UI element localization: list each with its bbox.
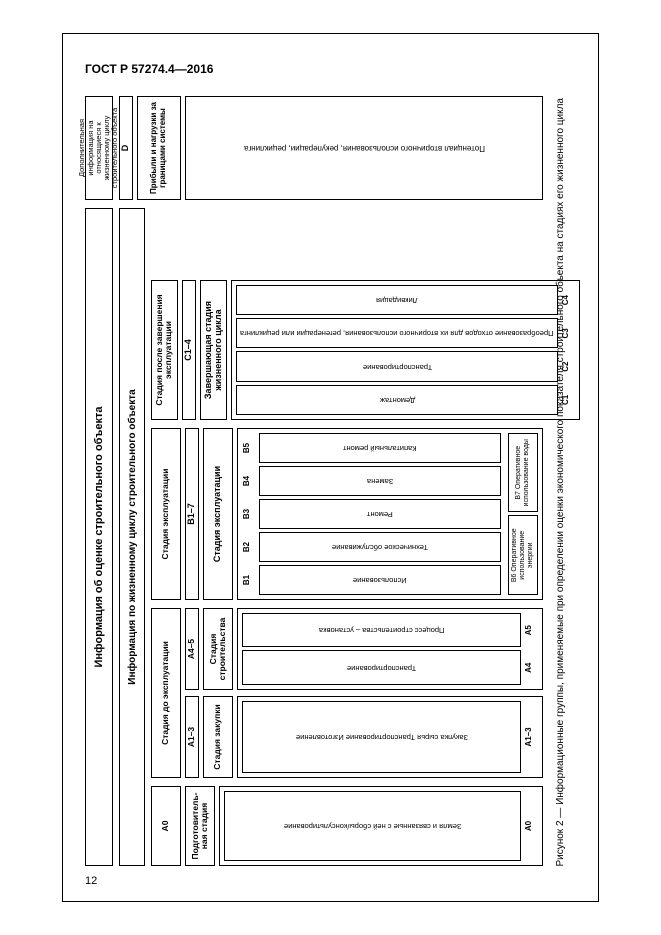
- figure: Информация об оценке строительного объек…: [85, 96, 576, 869]
- a13-module-label: Закупка сырья Транспортирование Изготовл…: [296, 733, 468, 741]
- figure-caption: Рисунок 2 — Информационные группы, приме…: [555, 98, 567, 867]
- b-panel: B1 Использование B2 Техническое обслуживан…: [237, 428, 543, 600]
- a5-code: A5: [524, 613, 538, 648]
- b4-label: Замена: [367, 477, 393, 485]
- b2-label: Техническое обслуживание: [332, 543, 428, 551]
- lifecycle-diagram: Информация об оценке строительного объек…: [85, 96, 543, 866]
- c4-label: Ликвидация: [376, 296, 418, 304]
- title-main: Информация об оценке строительного объек…: [85, 208, 113, 866]
- title-side: Дополнительная информация на относящиеся…: [85, 96, 113, 200]
- a4-code: A4: [524, 651, 538, 686]
- a13-panel: Закупка сырья Транспортирование Изготовл…: [237, 696, 543, 778]
- b-title: Стадия эксплуатации: [203, 428, 233, 600]
- a5-label: Процесс строительства – установка: [319, 626, 444, 634]
- d-body-label: Потенциал вторичного использования, реку…: [244, 144, 485, 153]
- b-code: B1–7: [185, 428, 199, 600]
- page-frame: ГОСТ Р 57274.4—2016 Информация об оценке…: [62, 33, 599, 902]
- d-body: Потенциал вторичного использования, реку…: [185, 96, 543, 200]
- b5-module: Капитальный ремонт: [259, 433, 501, 463]
- a0-title: Подготовитель-ная стадия: [185, 786, 215, 866]
- page-number: 12: [85, 875, 576, 887]
- a0-code: A0: [151, 786, 181, 866]
- a45-code: A4–5: [185, 608, 199, 690]
- a45-title: Стадия строительства: [203, 608, 233, 690]
- a4-label: Транспортирование: [347, 664, 416, 672]
- b3-code: B3: [242, 499, 256, 529]
- a0-module-label: Земля и связанные с ней сборы/консультир…: [284, 822, 461, 830]
- c3-module: Преобразование отходов для их вторичного…: [236, 318, 557, 348]
- a0-module-code: A0: [524, 791, 538, 861]
- b1-module: Использование: [259, 565, 501, 595]
- c2-module: Транспортирование: [236, 352, 557, 382]
- a45-panel: Транспортирование A4 Процесс строительст…: [237, 608, 543, 690]
- a0-panel: Земля и связанные с ней сборы/консультир…: [219, 786, 543, 866]
- a13-code: A1–3: [185, 696, 199, 778]
- d-title: Прибыли и нагрузки за границами системы: [137, 96, 181, 200]
- post-header: Стадия после завершения эксплуатации: [151, 280, 178, 420]
- c4-module: Ликвидация: [236, 285, 557, 315]
- a13-module: Закупка сырья Транспортирование Изготовл…: [242, 701, 521, 773]
- b3-label: Ремонт: [367, 510, 393, 518]
- a13-title: Стадия закупки: [203, 696, 233, 778]
- a13-module-code: A1–3: [524, 701, 538, 773]
- c-title: Завершающая стадия жизненного цикла: [200, 280, 228, 420]
- b2-module: Техническое обслуживание: [259, 532, 501, 562]
- c3-label: Преобразование отходов для их вторичного…: [240, 329, 553, 337]
- figure-caption-col: Рисунок 2 — Информационные группы, приме…: [549, 96, 573, 869]
- b-header: Стадия эксплуатации: [151, 428, 181, 600]
- c1-label: Демонтаж: [380, 396, 415, 404]
- document-id: ГОСТ Р 57274.4—2016: [85, 62, 576, 76]
- b1-code: B1: [242, 565, 256, 595]
- b4-code: B4: [242, 466, 256, 496]
- a5-module: Процесс строительства – установка: [242, 613, 521, 648]
- b5-label: Капитальный ремонт: [343, 444, 417, 452]
- c2-label: Транспортирование: [363, 363, 432, 371]
- b4-module: Замена: [259, 466, 501, 496]
- b7-module: B7 Оперативное использование воды: [508, 433, 538, 513]
- c-code: C1–4: [182, 280, 196, 420]
- info-cycle-title: Информация по жизненному циклу строитель…: [119, 208, 145, 866]
- b6-module: B6 Оперативное использование энергии: [508, 516, 538, 596]
- c1-module: Демонтаж: [236, 385, 557, 415]
- pre-exploitation-header: Стадия до эксплуатации: [151, 608, 181, 778]
- b3-module: Ремонт: [259, 499, 501, 529]
- c-panel: ДемонтажC1 ТранспортированиеC2 Преобразо…: [231, 280, 579, 420]
- a4-module: Транспортирование: [242, 651, 521, 686]
- b1-label: Использование: [353, 576, 407, 584]
- b5-code: B5: [242, 433, 256, 463]
- diagram-stage: Информация об оценке строительного объек…: [85, 96, 543, 866]
- b2-code: B2: [242, 532, 256, 562]
- d-code: D: [119, 96, 133, 200]
- a0-module: Земля и связанные с ней сборы/консультир…: [224, 791, 521, 861]
